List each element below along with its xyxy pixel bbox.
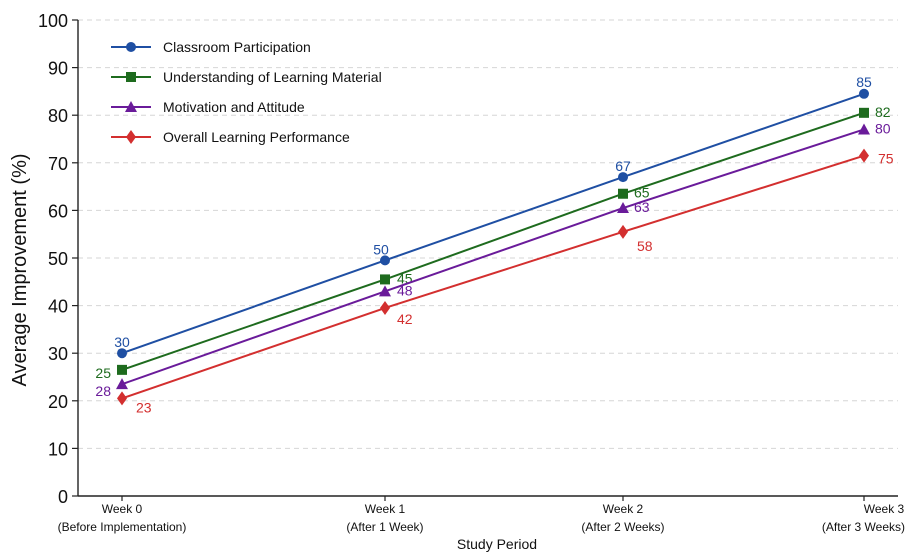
data-label: 67 bbox=[615, 158, 631, 174]
series-line bbox=[121, 92, 865, 355]
y-axis-ticks: 0 10 20 30 40 50 60 70 80 90 100 bbox=[38, 11, 78, 507]
legend-marker-square-icon bbox=[126, 72, 136, 82]
legend-marker-triangle-icon bbox=[125, 101, 137, 112]
legend-label: Overall Learning Performance bbox=[163, 129, 350, 145]
legend-label: Understanding of Learning Material bbox=[163, 69, 382, 85]
data-point-marker bbox=[379, 285, 391, 297]
legend-marker-diamond-icon bbox=[126, 130, 136, 144]
x-tick-label: Week 3 bbox=[864, 502, 905, 516]
data-label: 28 bbox=[95, 383, 111, 399]
data-point-marker bbox=[117, 391, 127, 406]
grid-lines bbox=[78, 19, 898, 449]
y-tick-label: 20 bbox=[48, 392, 68, 412]
y-tick-label: 0 bbox=[58, 487, 68, 507]
data-label: 48 bbox=[397, 282, 413, 298]
data-point-marker bbox=[617, 202, 629, 214]
x-axis-label: Study Period bbox=[457, 536, 537, 552]
data-point-marker bbox=[117, 348, 127, 359]
data-label: 80 bbox=[875, 120, 891, 136]
data-label: 42 bbox=[397, 311, 413, 327]
data-label: 58 bbox=[637, 238, 653, 254]
data-label: 82 bbox=[875, 104, 891, 120]
data-point-marker bbox=[859, 148, 869, 163]
data-point-marker bbox=[380, 255, 390, 266]
data-point-marker bbox=[859, 88, 869, 99]
data-label: 23 bbox=[136, 399, 152, 415]
y-tick-label: 50 bbox=[48, 249, 68, 269]
data-point-marker bbox=[618, 224, 628, 239]
data-label: 63 bbox=[634, 199, 650, 215]
data-label: 25 bbox=[95, 365, 111, 381]
legend-item: Motivation and Attitude bbox=[111, 99, 305, 115]
legend-item: Overall Learning Performance bbox=[111, 129, 350, 145]
legend-label: Classroom Participation bbox=[163, 39, 311, 55]
y-tick-label: 80 bbox=[48, 106, 68, 126]
data-point-marker bbox=[618, 172, 628, 183]
data-label: 75 bbox=[878, 151, 894, 167]
series-line bbox=[121, 128, 865, 386]
data-point-marker bbox=[116, 378, 128, 390]
data-point-marker bbox=[380, 300, 390, 315]
data-point-marker bbox=[117, 364, 127, 375]
series-classroom-participation: 30 50 67 85 bbox=[114, 74, 872, 359]
y-tick-label: 40 bbox=[48, 297, 68, 317]
x-tick-label: Week 2 bbox=[603, 502, 644, 516]
series-overall-learning-performance: 23 42 58 75 bbox=[117, 148, 894, 415]
series-line bbox=[121, 111, 865, 371]
data-point-marker bbox=[618, 188, 628, 199]
x-tick-sublabel: (After 2 Weeks) bbox=[581, 520, 664, 534]
y-tick-label: 90 bbox=[48, 59, 68, 79]
data-label: 65 bbox=[634, 185, 650, 201]
data-label: 85 bbox=[856, 74, 872, 90]
x-tick-sublabel: (Before Implementation) bbox=[58, 520, 187, 534]
x-tick-label: Week 1 bbox=[365, 502, 406, 516]
legend-label: Motivation and Attitude bbox=[163, 99, 305, 115]
legend-item: Classroom Participation bbox=[111, 39, 311, 55]
x-tick-sublabel: (After 1 Week) bbox=[346, 520, 423, 534]
y-tick-label: 10 bbox=[48, 439, 68, 459]
y-tick-label: 60 bbox=[48, 201, 68, 221]
series-line bbox=[121, 154, 865, 400]
data-point-marker bbox=[858, 123, 870, 135]
legend-item: Understanding of Learning Material bbox=[111, 69, 382, 85]
y-axis-label: Average Improvement (%) bbox=[9, 153, 31, 386]
x-tick-label: Week 0 bbox=[102, 502, 143, 516]
data-label: 50 bbox=[373, 241, 389, 257]
x-tick-sublabel: (After 3 Weeks) bbox=[822, 520, 905, 534]
data-point-marker bbox=[380, 274, 390, 285]
y-tick-label: 100 bbox=[38, 11, 68, 31]
series-motivation-and-attitude: 28 48 63 80 bbox=[95, 120, 890, 399]
x-axis-ticks: Week 0 (Before Implementation) Week 1 (Afte… bbox=[58, 496, 905, 534]
y-tick-label: 70 bbox=[48, 154, 68, 174]
data-label: 30 bbox=[114, 334, 130, 350]
legend-marker-circle-icon bbox=[126, 42, 136, 52]
y-tick-label: 30 bbox=[48, 344, 68, 364]
data-point-marker bbox=[859, 107, 869, 118]
legend: Classroom Participation Understanding of … bbox=[111, 39, 382, 145]
